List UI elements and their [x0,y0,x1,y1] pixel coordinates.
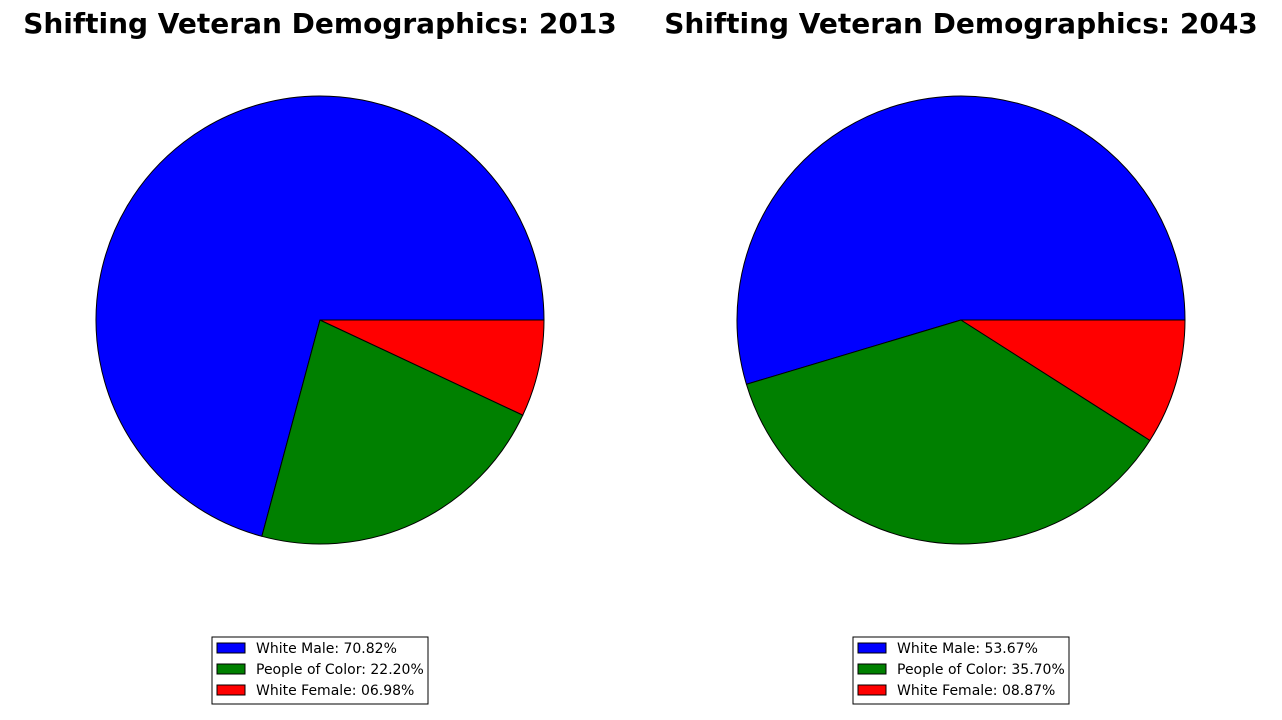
legend-frame [852,636,1070,705]
legend-swatch-white-female [216,684,246,696]
pie-slice-white-male [736,95,1186,385]
legend-2043: White Male: 53.67% People of Color: 35.7… [852,636,1070,705]
legend-swatch-white-male [216,642,246,654]
legend-swatch-people-of-color [857,663,887,675]
legend-swatch-people-of-color [216,663,246,675]
pie-slice-people-of-color [261,319,524,545]
legend-frame [211,636,429,705]
chart-title-2013: Shifting Veteran Demographics: 2013 [23,7,617,40]
legend-label-white-male: White Male: 53.67% [897,641,1038,657]
legend-swatch-white-female [857,684,887,696]
legend-label-white-female: White Female: 08.87% [897,683,1055,699]
legend-2013: White Male: 70.82% People of Color: 22.2… [211,636,429,705]
pie-slice-white-female [319,319,545,416]
legend-swatch-white-male [857,642,887,654]
pie-slice-people-of-color [745,319,1151,545]
legend-label-white-male: White Male: 70.82% [256,641,397,657]
pie-slices-2043 [736,95,1186,545]
legend-label-white-female: White Female: 06.98% [256,683,414,699]
legend-label-people-of-color: People of Color: 35.70% [897,662,1065,678]
legend-label-people-of-color: People of Color: 22.20% [256,662,424,678]
pie-chart-2013: Shifting Veteran Demographics: 2013 Whit… [23,7,617,705]
pie-chart-2043: Shifting Veteran Demographics: 2043 Whit… [664,7,1258,705]
chart-title-2043: Shifting Veteran Demographics: 2043 [664,7,1258,40]
pie-slice-white-male [95,95,545,537]
pie-slices-2013 [95,95,545,545]
pie-slice-white-female [960,319,1186,441]
